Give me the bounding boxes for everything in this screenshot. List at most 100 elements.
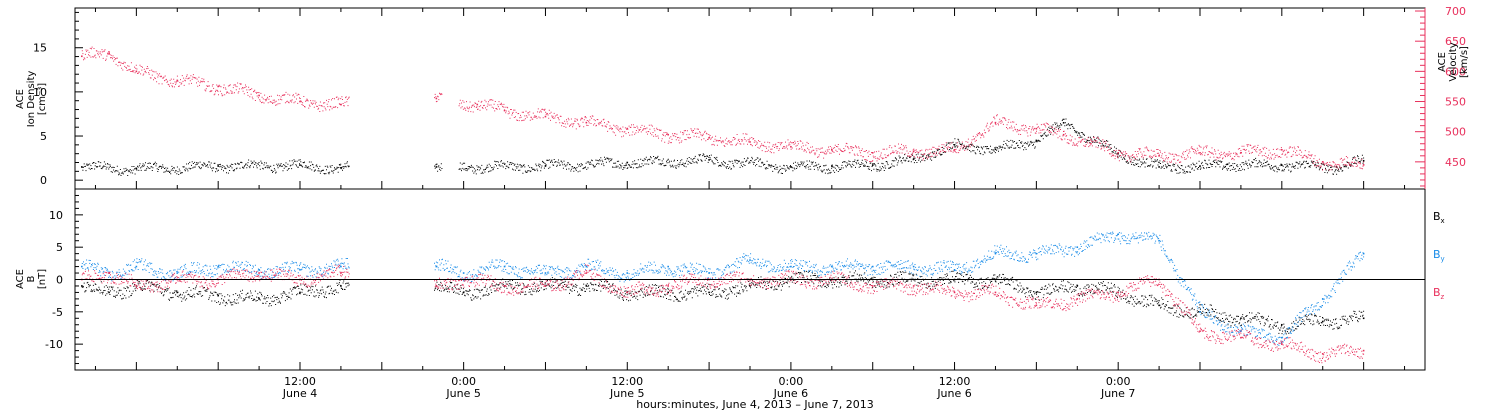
data-point xyxy=(1240,152,1242,154)
data-point xyxy=(1035,304,1038,307)
data-point xyxy=(1158,166,1160,168)
data-point xyxy=(953,269,956,271)
data-point xyxy=(1035,127,1038,130)
data-point xyxy=(81,285,83,287)
data-point xyxy=(667,291,669,294)
data-point xyxy=(1281,148,1283,151)
data-point xyxy=(912,265,915,268)
y-tick-label: -10 xyxy=(45,338,63,351)
data-point xyxy=(503,109,506,112)
bfield-series-1 xyxy=(81,231,1365,346)
data-point xyxy=(258,272,260,274)
data-point xyxy=(108,52,110,55)
data-point xyxy=(462,291,465,294)
data-point xyxy=(1117,152,1119,154)
x-tick-time-2: 12:00 xyxy=(611,375,643,388)
data-point xyxy=(135,70,138,73)
x-axis-title: hours:minutes, June 4, 2013 – June 7, 20… xyxy=(636,398,874,410)
data-point xyxy=(1158,304,1160,307)
data-point xyxy=(1362,349,1365,352)
data-point xyxy=(1281,323,1283,326)
y-tick-label: 10 xyxy=(49,209,63,222)
data-point xyxy=(258,269,260,271)
data-point xyxy=(1321,320,1324,323)
legend-Bx: Bx xyxy=(1433,210,1445,225)
x-tick-date-3: June 6 xyxy=(773,387,808,400)
density-axis-title: ACE Ion Density [cm⁻³] xyxy=(15,71,48,128)
data-point xyxy=(1240,330,1242,333)
data-point xyxy=(749,141,751,143)
x-tick-date-0: June 4 xyxy=(282,387,317,400)
data-point xyxy=(626,161,629,164)
data-point xyxy=(1158,155,1160,157)
data-point xyxy=(217,294,219,297)
data-point xyxy=(340,285,342,287)
data-point xyxy=(953,144,956,146)
velocity-axis-title: ACE Velocity [km/s] xyxy=(1437,42,1470,81)
data-point xyxy=(135,265,138,268)
data-point xyxy=(340,167,342,169)
y-tick-label: 0 xyxy=(40,174,47,187)
data-point xyxy=(435,166,438,168)
data-point xyxy=(1362,159,1365,162)
data-point xyxy=(871,152,874,154)
data-point xyxy=(871,164,874,166)
bfield-axis-title-line-1: B xyxy=(26,275,37,282)
data-point xyxy=(749,285,751,287)
data-point xyxy=(953,291,956,294)
data-point xyxy=(708,291,710,294)
data-point xyxy=(994,291,997,294)
data-point xyxy=(871,285,874,287)
data-point xyxy=(1362,317,1365,320)
data-point xyxy=(790,145,792,148)
data-point xyxy=(135,167,138,170)
velocity-series-1 xyxy=(81,46,1365,171)
data-point xyxy=(994,148,997,151)
data-point xyxy=(912,158,915,160)
data-point xyxy=(1199,311,1201,313)
data-point xyxy=(503,285,506,287)
data-point xyxy=(258,94,260,97)
data-point xyxy=(1281,343,1283,345)
data-point xyxy=(831,165,833,167)
data-point xyxy=(1321,298,1324,300)
data-point xyxy=(1076,246,1079,248)
data-point xyxy=(135,285,138,287)
data-point xyxy=(476,103,479,106)
series-scatter xyxy=(81,118,1365,176)
y-tick-label: 10 xyxy=(33,86,47,99)
data-point xyxy=(217,85,219,88)
legend-Bz: Bz xyxy=(1433,286,1445,301)
data-point xyxy=(1158,239,1160,242)
data-point xyxy=(435,265,438,268)
data-point xyxy=(1199,330,1201,333)
data-point xyxy=(299,164,301,166)
y-tick-label-right: 700 xyxy=(1445,5,1466,18)
x-tick-date-1: June 5 xyxy=(445,387,480,400)
bfield-axis-title: ACE B [nT] xyxy=(15,269,48,289)
density-axis-title-line-0: ACE xyxy=(15,89,26,109)
data-point xyxy=(1321,353,1324,355)
data-point xyxy=(871,265,874,268)
data-point xyxy=(831,148,833,151)
y-tick-label-right: 450 xyxy=(1445,156,1466,169)
y-tick-label: 15 xyxy=(33,42,47,55)
data-point xyxy=(299,291,301,294)
data-point xyxy=(1199,152,1201,154)
velocity-axis-title-line-1: Velocity xyxy=(1448,42,1459,81)
data-point xyxy=(1240,317,1242,320)
data-point xyxy=(462,272,465,274)
data-point xyxy=(749,259,751,261)
data-point xyxy=(994,252,997,255)
y-tick-label-right: 600 xyxy=(1445,65,1466,78)
data-point xyxy=(1062,121,1065,124)
data-point xyxy=(1199,165,1201,167)
data-point xyxy=(217,165,219,167)
data-point xyxy=(176,79,179,82)
data-point xyxy=(544,165,547,167)
x-tick-time-5: 0:00 xyxy=(1106,375,1131,388)
y-tick-label: 0 xyxy=(56,274,63,287)
density-axis-title-line-1: Ion Density xyxy=(26,71,37,128)
data-point xyxy=(708,136,710,139)
